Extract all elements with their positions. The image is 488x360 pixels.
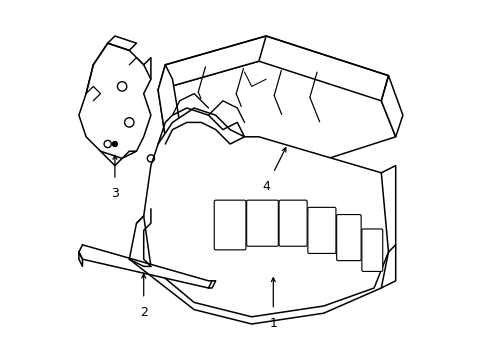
FancyBboxPatch shape [361,229,382,271]
Polygon shape [79,245,212,288]
FancyBboxPatch shape [214,200,245,250]
Polygon shape [158,61,395,169]
FancyBboxPatch shape [246,200,278,246]
Polygon shape [158,65,179,137]
Text: 3: 3 [111,187,119,200]
FancyBboxPatch shape [307,207,335,253]
FancyBboxPatch shape [336,215,361,261]
Polygon shape [158,36,265,90]
Polygon shape [79,43,151,158]
Polygon shape [143,108,387,317]
Polygon shape [381,76,402,137]
FancyBboxPatch shape [279,200,306,246]
Text: 1: 1 [269,317,277,330]
Circle shape [112,141,117,147]
Text: 2: 2 [140,306,147,319]
Text: 4: 4 [262,180,269,193]
